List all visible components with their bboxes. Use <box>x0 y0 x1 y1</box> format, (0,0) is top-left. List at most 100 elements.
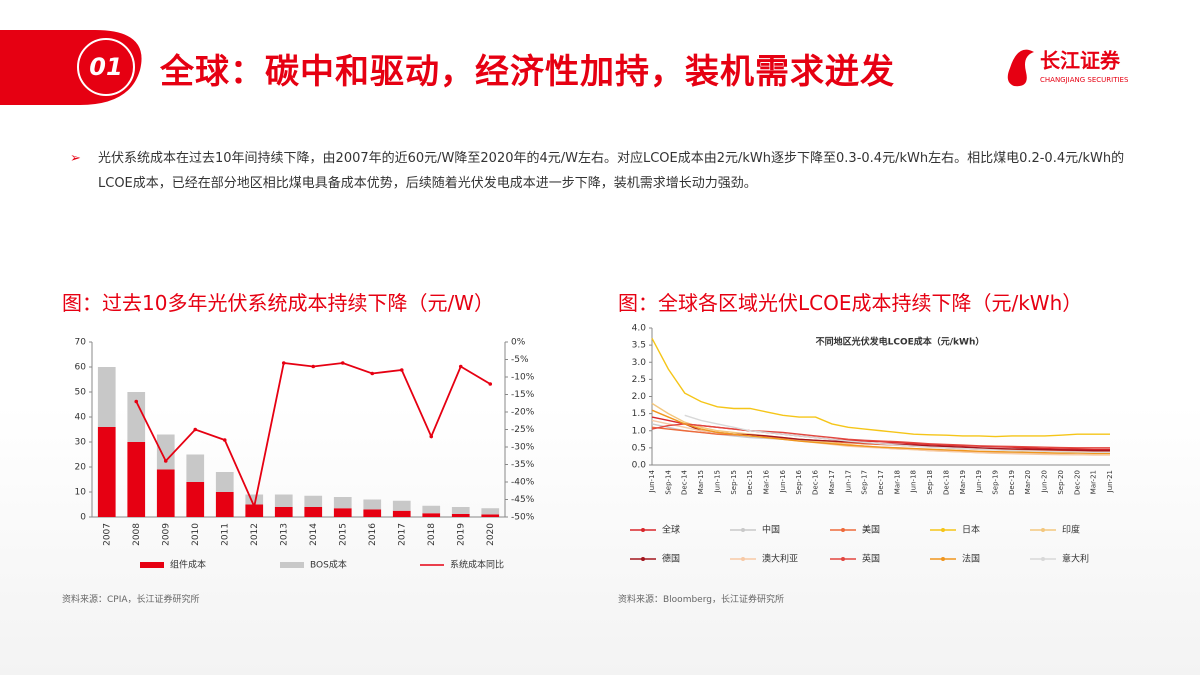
y-tick-label: 1.0 <box>632 426 647 436</box>
y-tick-label: -50% <box>511 513 535 523</box>
x-tick-label: Mar-15 <box>697 470 705 494</box>
x-tick-label: Dec-15 <box>746 470 754 495</box>
bar <box>392 510 411 517</box>
x-tick-label: Dec-19 <box>1008 470 1016 495</box>
legend-marker <box>841 528 845 532</box>
legend-label: 英国 <box>862 553 880 565</box>
x-tick-label: 2010 <box>191 523 201 546</box>
y-tick-label: -15% <box>511 390 535 400</box>
y-tick-label: 70 <box>75 338 87 348</box>
point <box>340 361 345 365</box>
y-tick-label: -35% <box>511 460 535 470</box>
point <box>281 361 286 365</box>
legend-label: 印度 <box>1062 524 1080 536</box>
legend-label: 美国 <box>862 524 880 536</box>
legend-marker <box>941 557 945 561</box>
x-tick-label: 2017 <box>397 523 407 546</box>
bar <box>481 508 500 515</box>
header-badge: 01 <box>0 30 142 105</box>
x-tick-label: Jun-21 <box>1106 470 1114 493</box>
legend-label: 中国 <box>762 524 780 536</box>
x-tick-label: 2007 <box>102 523 112 546</box>
y-tick-label: -25% <box>511 425 535 435</box>
legend-marker <box>641 528 645 532</box>
point <box>370 371 375 376</box>
y-tick-label: 3.0 <box>632 358 647 368</box>
x-tick-label: Sep-14 <box>664 469 672 494</box>
y-tick-label: -45% <box>511 495 535 505</box>
y-tick-label: 40 <box>75 413 87 423</box>
point <box>193 427 198 432</box>
x-tick-label: 2009 <box>161 523 171 546</box>
logo-name: 长江证券 <box>1040 49 1121 73</box>
x-tick-label: Jun-17 <box>844 470 852 493</box>
y-tick-label: -30% <box>511 443 535 453</box>
legend-label: 澳大利亚 <box>762 553 798 565</box>
y-tick-label: 0.0 <box>632 461 647 471</box>
x-tick-label: Dec-18 <box>942 470 950 495</box>
bar <box>245 504 264 517</box>
line <box>684 414 1110 454</box>
y-tick-label: 0.5 <box>632 443 646 453</box>
legend-marker <box>1041 557 1045 561</box>
bar <box>274 507 293 517</box>
legend-label: 全球 <box>662 524 680 536</box>
section-number: 01 <box>89 53 122 81</box>
x-tick-label: 2020 <box>486 523 496 546</box>
bar <box>333 497 352 509</box>
legend-marker <box>1041 528 1045 532</box>
point <box>488 382 493 386</box>
y-tick-label: 0 <box>80 513 86 523</box>
x-tick-label: 2014 <box>309 523 319 546</box>
legend-swatch <box>140 562 164 568</box>
x-tick-label: Jun-14 <box>648 469 656 493</box>
x-tick-label: Sep-20 <box>1057 470 1065 495</box>
y-tick-label: 30 <box>75 438 87 448</box>
x-tick-label: Sep-16 <box>795 469 803 494</box>
x-tick-label: Sep-15 <box>730 470 738 495</box>
x-tick-label: Sep-18 <box>926 470 934 495</box>
y-tick-label: 4.0 <box>632 324 647 334</box>
legend-marker <box>941 528 945 532</box>
x-tick-label: Mar-17 <box>828 470 836 494</box>
x-tick-label: 2018 <box>427 523 437 546</box>
legend-label: 德国 <box>662 553 680 565</box>
x-tick-label: Mar-18 <box>893 470 901 494</box>
point <box>399 368 404 372</box>
x-tick-label: Jun-15 <box>713 470 721 493</box>
x-tick-label: Jun-19 <box>975 470 983 493</box>
legend-label: 意大利 <box>1062 553 1089 565</box>
bullet-text: 光伏系统成本在过去10年间持续下降，由2007年的近60元/W降至2020年的4… <box>98 151 1125 191</box>
x-tick-label: Jun-16 <box>779 469 787 493</box>
x-tick-label: 2008 <box>132 523 142 546</box>
bar <box>451 507 470 514</box>
bar <box>97 367 116 427</box>
bar <box>156 434 175 470</box>
y-tick-label: -10% <box>511 373 535 383</box>
bar <box>363 509 382 517</box>
chart-title: 图：全球各区域光伏LCOE成本持续下降（元/kWh） <box>618 291 1083 315</box>
x-tick-label: Dec-20 <box>1073 470 1081 495</box>
legend-marker <box>641 557 645 561</box>
bar <box>422 505 441 514</box>
x-tick-label: Sep-19 <box>992 470 1000 495</box>
x-tick-label: 2011 <box>220 523 230 546</box>
legend-marker <box>741 528 745 532</box>
y-tick-label: -40% <box>511 478 535 488</box>
bar <box>156 469 175 517</box>
bar <box>481 514 500 517</box>
y-tick-label: 20 <box>75 463 87 473</box>
line <box>651 409 1110 455</box>
slide-title: 全球：碳中和驱动，经济性加持，装机需求迸发 <box>160 52 895 92</box>
legend-label: 组件成本 <box>170 559 206 571</box>
chart-title: 图：过去10多年光伏系统成本持续下降（元/W） <box>62 291 494 315</box>
x-tick-label: Dec-17 <box>877 470 885 495</box>
x-tick-label: Jun-18 <box>910 470 918 493</box>
bar <box>422 513 441 517</box>
y-tick-label: 3.5 <box>632 341 646 351</box>
x-tick-label: Sep-17 <box>861 470 869 495</box>
x-tick-label: 2015 <box>338 523 348 546</box>
chart-subtitle: 不同地区光伏发电LCOE成本（元/kWh） <box>816 336 985 348</box>
x-tick-label: 2016 <box>368 523 378 546</box>
chart: 0 10 20 30 40 50 60 70 0% -5% -10% -15% -20% -25% -30%… <box>75 338 535 571</box>
